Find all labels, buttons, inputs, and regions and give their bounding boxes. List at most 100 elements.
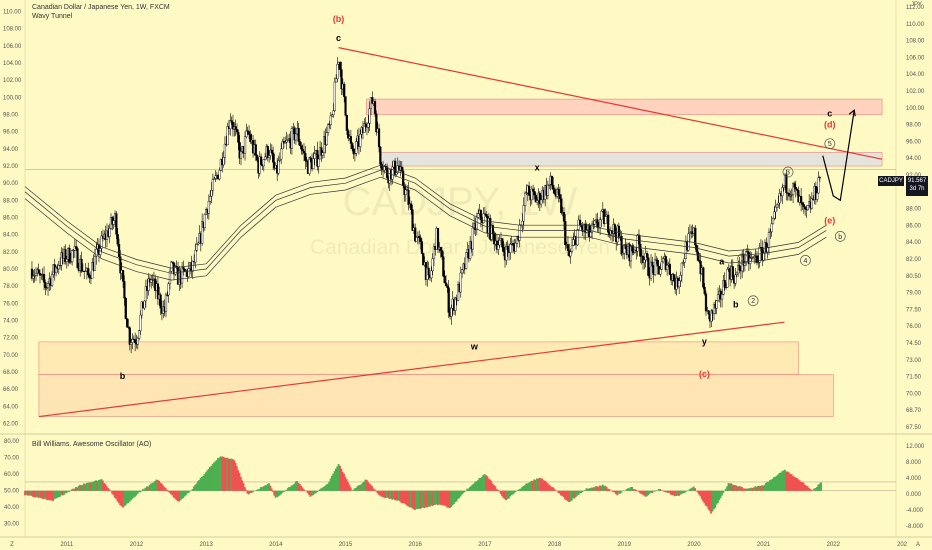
candle xyxy=(355,141,358,154)
right-price-tick: 82.00 xyxy=(906,257,922,263)
wavy-tunnel-line xyxy=(24,164,827,269)
ao-bar xyxy=(558,490,561,494)
ao-bar xyxy=(29,490,32,496)
ao-bar xyxy=(159,482,162,491)
ao-bar xyxy=(397,490,400,501)
candle xyxy=(668,263,671,275)
wave-label: (e) xyxy=(824,216,835,226)
candle xyxy=(375,113,378,133)
ao-bar xyxy=(53,490,56,500)
ao-bar xyxy=(490,481,493,491)
ao-bar xyxy=(652,490,655,492)
ao-bar xyxy=(387,490,390,498)
left-price-tick: 68.00 xyxy=(3,370,19,376)
candle xyxy=(802,204,805,207)
ao-bar xyxy=(791,475,794,491)
candle xyxy=(801,202,804,205)
ao-bar xyxy=(473,483,475,491)
ao-bar xyxy=(531,480,534,491)
candle xyxy=(168,270,172,284)
ao-bar xyxy=(309,490,312,497)
ao-bar xyxy=(411,490,414,509)
candle xyxy=(735,272,738,276)
candle xyxy=(87,268,90,276)
candle xyxy=(698,260,701,262)
right-osc-tick: -4.000 xyxy=(906,508,924,514)
candle xyxy=(818,177,821,179)
candle xyxy=(593,220,596,225)
ao-bar xyxy=(479,477,482,491)
ao-bar xyxy=(690,488,692,491)
candle xyxy=(538,192,541,205)
ao-bar xyxy=(80,485,83,491)
ao-bar xyxy=(568,490,571,502)
time-axis-tick: 2018 xyxy=(548,542,562,548)
ao-bar xyxy=(617,490,620,494)
candle xyxy=(88,274,91,279)
candle xyxy=(774,206,777,212)
ao-bar xyxy=(219,456,222,491)
ao-bar xyxy=(600,486,603,491)
ao-bar xyxy=(510,490,513,496)
ao-bar xyxy=(440,490,443,505)
candle xyxy=(758,247,761,263)
candle xyxy=(95,249,98,257)
candle xyxy=(672,274,675,282)
indicator-name[interactable]: Wavy Tunnel xyxy=(32,13,73,20)
candle xyxy=(59,265,62,267)
candle xyxy=(268,155,271,158)
time-axis-corner-left: Z xyxy=(10,542,14,548)
ao-bar xyxy=(627,488,629,491)
candle xyxy=(285,140,288,143)
ao-bar xyxy=(431,490,434,507)
ao-bar xyxy=(286,488,289,491)
ao-bar xyxy=(99,479,102,491)
candle xyxy=(246,130,249,132)
candle xyxy=(40,274,43,276)
candle xyxy=(789,195,792,197)
candle xyxy=(817,177,820,194)
right-price-tick: 70.00 xyxy=(906,391,922,397)
ao-bar xyxy=(649,490,652,493)
ao-bar xyxy=(96,481,99,491)
candle xyxy=(131,338,134,343)
candle xyxy=(333,81,336,111)
candle xyxy=(479,210,482,221)
ao-bar xyxy=(84,484,87,491)
candle xyxy=(501,238,504,248)
oscillator-title[interactable]: Bill Williams. Awesome Oscillator (AO) xyxy=(32,441,152,448)
ao-bar xyxy=(412,490,415,510)
left-price-tick: 88.00 xyxy=(3,198,19,204)
candle xyxy=(234,126,237,130)
candle xyxy=(653,259,657,275)
ao-bar xyxy=(586,488,589,491)
ao-bar xyxy=(199,477,202,491)
candle xyxy=(560,198,563,214)
trendline[interactable] xyxy=(338,47,883,160)
candle xyxy=(134,339,137,343)
candle xyxy=(136,337,139,345)
candle xyxy=(230,120,233,123)
left-price-tick: 98.00 xyxy=(3,113,19,119)
projection-path[interactable] xyxy=(822,110,855,202)
ao-bar xyxy=(415,490,418,510)
candle xyxy=(564,221,567,245)
candle xyxy=(649,261,653,279)
ao-bar xyxy=(135,490,138,496)
candle xyxy=(569,251,572,257)
candle xyxy=(194,249,197,263)
ao-bar xyxy=(403,490,406,504)
ao-bar xyxy=(497,489,500,491)
wave-label: c xyxy=(336,33,341,43)
candle xyxy=(621,252,625,255)
ao-bar xyxy=(557,490,560,493)
ao-bar xyxy=(414,490,416,510)
trendline[interactable] xyxy=(38,321,785,418)
candle xyxy=(540,199,543,205)
ao-bar xyxy=(758,485,761,491)
ao-bar xyxy=(154,481,156,491)
price-zone xyxy=(380,152,883,167)
ao-bar xyxy=(296,481,299,491)
